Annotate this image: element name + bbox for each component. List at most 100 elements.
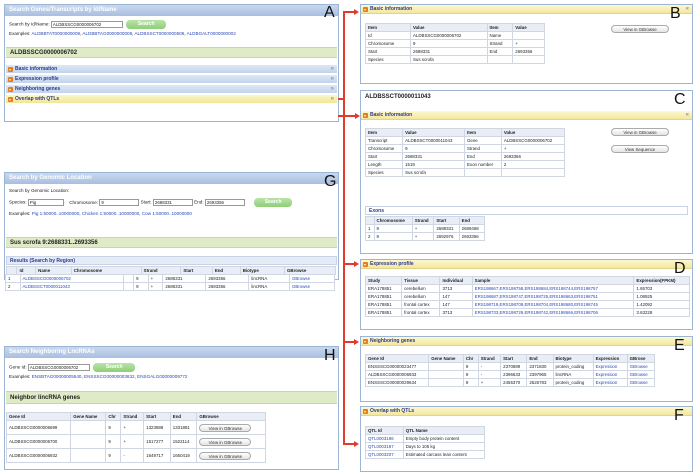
exons-table: Chromosome Strand Start End 1 9 +2688331 26894… (365, 216, 486, 241)
cell: protein_coding (552, 378, 594, 387)
table-row: Length 1519 Exon number 2 (364, 160, 566, 169)
section-neighboring-genes[interactable]: Neighboring genes » (6, 85, 337, 94)
section-neighboring-genes[interactable]: Neighboring genes (361, 337, 692, 346)
section-expression-profile[interactable]: Expression profile (361, 260, 692, 269)
chevron-up-icon: « (685, 6, 689, 12)
example-link[interactable]: ALDBBTAT0000000009 (31, 31, 81, 36)
cell: 2370889 (500, 362, 528, 371)
view-gbrowse-button[interactable]: View in GBrowse (199, 451, 252, 460)
results-table-body: 1 ALDBSSCG0000006702 9 + 2688331 2693356… (5, 274, 335, 291)
search-button[interactable]: Search (126, 20, 167, 29)
table-row: ERA178851 cerebellum 147 ERS198687,ERS19874… (364, 292, 690, 301)
view-gbrowse-button[interactable]: View in GBrowse (199, 423, 252, 432)
gbrowse-link[interactable]: GBrowse (626, 362, 656, 371)
cell: ERA178851 (364, 292, 403, 301)
cell: ENSSSCG00000029634 (364, 378, 430, 387)
panel-search-neighbor: Search Neighboring LncRNAs Gene Id: ALDB… (4, 346, 339, 470)
section-basic-information[interactable]: Basic information « (361, 111, 692, 120)
column-header: Item (365, 23, 411, 32)
sample-links[interactable]: ERS198719,ERS198709,ERS198704,ERS198680,… (471, 300, 635, 309)
cell: ENSSSCG00000023477 (364, 362, 430, 371)
cell: 2693356 (512, 47, 545, 56)
cell: Strand (463, 144, 502, 153)
end-input[interactable]: 2693356 (204, 199, 245, 206)
column-header: Strand (477, 354, 502, 363)
cell: - (120, 448, 145, 463)
column-header: Sample (471, 276, 635, 285)
table-row: Chromosome 9 Strand + (364, 144, 566, 153)
table-row: ERA178851 cerebellum 3713 ERS198667,ERS1987… (364, 284, 690, 293)
species-select[interactable]: Pig (27, 199, 64, 206)
sample-links[interactable]: ERS198733,ERS198729,ERS198742,ERS198666,… (471, 308, 635, 317)
example-link[interactable]: Pig 1:50000..10000000 (31, 211, 80, 216)
cell: Chromosome (365, 39, 411, 48)
sample-links[interactable]: ERS198687,ERS198747,ERS198725,ERS198663,… (471, 292, 635, 301)
example-link[interactable]: ENSSSCG00000003632 (84, 374, 135, 379)
results-header: Results (Search by Region) (6, 256, 337, 265)
cell (428, 378, 464, 387)
example-link[interactable]: ENSGALG00000009772 (137, 374, 188, 379)
gbrowse-link[interactable]: GBrowse (289, 282, 335, 291)
cell: 2693356 (458, 232, 486, 241)
section-basic-information[interactable]: Basic information » (6, 65, 337, 74)
section-basic-information[interactable]: Basic information « (361, 5, 692, 14)
table-row: 2 ALDBSSCT0000011043 9 +2688331 2693356 lincR… (5, 282, 335, 291)
qtl-link[interactable]: QTL0003186 (365, 434, 404, 443)
cell: 1 (365, 224, 375, 233)
qtl-link[interactable]: QTL0003207 (365, 450, 404, 459)
gbrowse-link[interactable]: GBrowse (626, 378, 656, 387)
gene-id-link[interactable]: ALDBSSCT0000011043 (19, 282, 125, 291)
cell: frontal cortex (401, 308, 441, 317)
panel-title: Search by Genomic Location (5, 173, 338, 184)
search-button[interactable]: Search (93, 363, 136, 372)
cell: Name (486, 31, 514, 40)
view-sequence-button[interactable]: View Sequence (611, 145, 669, 153)
section-expression-profile[interactable]: Expression profile » (6, 75, 337, 84)
cell: 9 (462, 362, 479, 371)
column-header: Study (364, 276, 403, 285)
section-overlap-qtls[interactable]: Overlap with QTLs (361, 407, 692, 416)
table-header-row: Item Value Item Value (365, 23, 545, 32)
section-overlap-qtls[interactable]: Overlap with QTLs » (6, 95, 337, 104)
table-row: ALDBSSCG0000006933 9-2396633 2397965 lincRN… (364, 370, 656, 379)
search-button[interactable]: Search (254, 198, 293, 207)
cell: lincRNA (248, 274, 290, 283)
gbrowse-link[interactable]: GBrowse (626, 370, 656, 379)
cell: Exon number (463, 160, 502, 169)
qtl-link[interactable]: QTL0003187 (365, 442, 404, 451)
expression-link[interactable]: Expression (592, 370, 628, 379)
column-header: Strand (411, 216, 435, 225)
example-link[interactable]: ALDBGALT0000000002 (186, 31, 236, 36)
section-label: Overlap with QTLs (370, 408, 415, 414)
cell: 1517277 (143, 434, 171, 449)
cell: 9 (133, 274, 149, 283)
cell: ALDBSSCT0000011043 (402, 136, 465, 145)
panel-title: Search Genes/Transcripts by Id/Name (5, 5, 338, 16)
chromosome-label: Chromosome: (69, 199, 99, 205)
cell (428, 362, 464, 371)
result-title: Neighbor lincRNA genes (6, 391, 337, 404)
table-row: Start 2688331 End 2693356 (365, 47, 545, 56)
gene-id-link[interactable]: ALDBSSCG0000006702 (19, 274, 125, 283)
example-link[interactable]: ALDBSSCT0000000508 (134, 31, 185, 36)
gbrowse-link[interactable]: GBrowse (289, 274, 335, 283)
example-link[interactable]: Chicken 1:50000..10000000 (81, 211, 140, 216)
example-link[interactable]: ENSBTAG00000005540 (31, 374, 82, 379)
view-gbrowse-button[interactable]: View in GBrowse (199, 437, 252, 446)
basic-info-table: Item Value Item Value Id ALDBSSCG0000006702 N… (365, 23, 545, 64)
example-link[interactable]: Cow 1:50000..10000000 (141, 211, 192, 216)
expression-link[interactable]: Expression (592, 362, 628, 371)
example-link[interactable]: ALDBBTAG0000000008 (82, 31, 133, 36)
search-input[interactable]: ALDBSSCG0000006702 (50, 21, 123, 28)
panel-neighboring-genes: Neighboring genes Gene Id Gene Name Chr Str… (360, 336, 693, 402)
view-gbrowse-button[interactable]: View in GBrowse (611, 25, 669, 33)
table-row: ALDBSSCG0000006700 9 + 1517277 1522114 V… (5, 434, 266, 449)
view-gbrowse-button[interactable]: View in GBrowse (611, 128, 669, 136)
start-input[interactable]: 2688331 (152, 199, 193, 206)
cell: 2693356 (205, 274, 250, 283)
chromosome-input[interactable]: 9 (99, 199, 140, 206)
expression-link[interactable]: Expression (592, 378, 628, 387)
gene-id-input[interactable]: ALDBSSCG0000006702 (27, 364, 90, 371)
cell: ALDBSSCG0000006933 (364, 370, 430, 379)
sample-links[interactable]: ERS198667,ERS198758,ERS198684,ERS198744,… (471, 284, 635, 293)
